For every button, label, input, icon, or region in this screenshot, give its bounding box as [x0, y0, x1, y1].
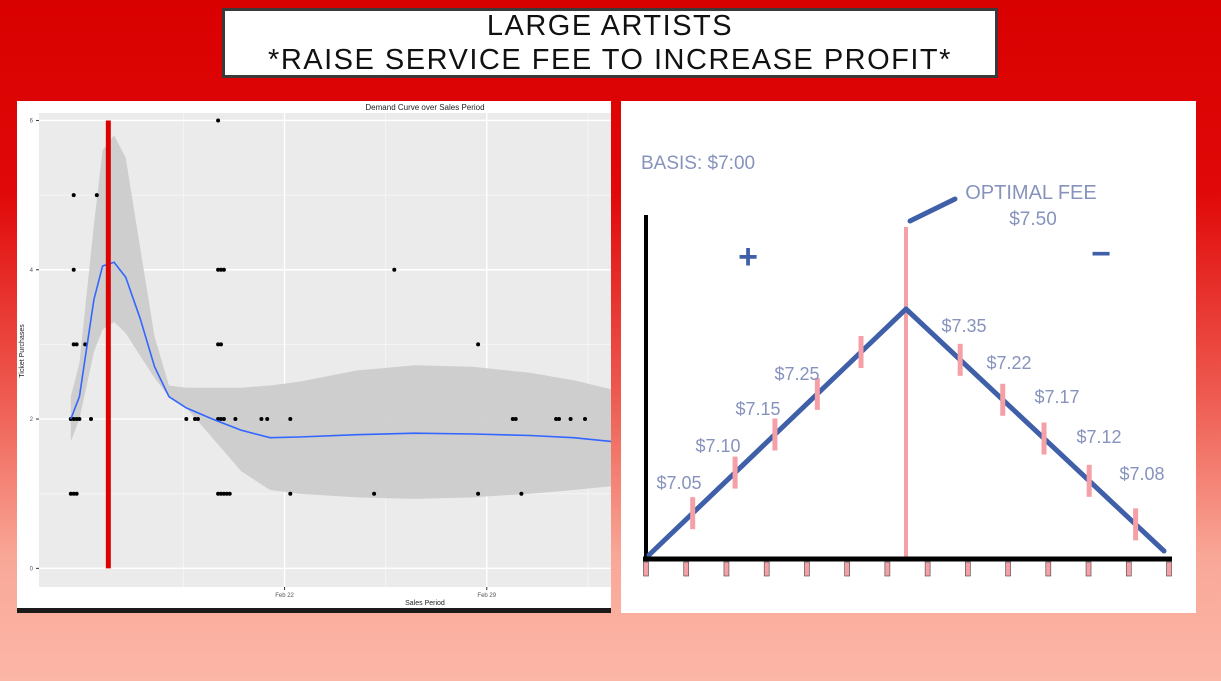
data-point [221, 491, 226, 496]
data-point [74, 417, 79, 421]
data-point [68, 491, 73, 496]
left-fee-label: $7.15 [735, 399, 780, 419]
demand-curve-chart: 0 2 4 6 Feb 22 Feb 29 Demand Curve over Sales … [17, 103, 612, 613]
data-point [219, 491, 223, 496]
bottom-tick-mark [884, 561, 891, 577]
left-fee-label: $7.10 [695, 436, 740, 456]
bottom-tick-mark [1125, 561, 1132, 577]
data-point [392, 267, 397, 272]
y-tick-label: 2 [30, 417, 34, 423]
bottom-edge-strip [17, 608, 611, 613]
data-point [74, 491, 79, 496]
data-point [568, 417, 573, 421]
plus-sign: + [738, 238, 758, 276]
y-tick-label: 4 [30, 268, 34, 274]
bottom-tick-mark [723, 561, 730, 577]
bottom-tick-mark [844, 561, 850, 577]
bottom-tick-mark [965, 561, 971, 577]
data-point [519, 491, 524, 496]
data-point [288, 417, 293, 421]
data-point [195, 417, 200, 421]
data-point [224, 491, 229, 496]
right-fee-label: $7.35 [941, 316, 986, 336]
fee-diagram-panel: $7.05 $7.10 $7.15 $7.25 $7.35 $7.22 $7.17 $7.12… [621, 101, 1196, 613]
demand-chart-panel: 0 2 4 6 Feb 22 Feb 29 Demand Curve over Sales … [17, 101, 612, 613]
fee-rising-line [646, 306, 909, 558]
optimal-fee-chart: $7.05 $7.10 $7.15 $7.25 $7.35$7.22$7.17 $7.12… [641, 153, 1172, 577]
x-axis-label: Sales Period [405, 600, 445, 607]
x-tick-label: Feb 22 [275, 593, 294, 599]
slide-title-box: LARGE ARTISTS *RAISE SERVICE FEE TO INCR… [222, 8, 998, 78]
bottom-tick-mark [763, 561, 770, 577]
fee-falling-line [903, 306, 1167, 554]
data-point [227, 491, 232, 496]
data-point [583, 417, 587, 421]
data-point [77, 417, 82, 421]
chart-title: Demand Curve over Sales Period [365, 103, 484, 112]
y-tick-label: 6 [30, 118, 34, 124]
data-point [221, 267, 226, 272]
data-point [83, 342, 88, 347]
bottom-tick-mark [1005, 561, 1011, 577]
optimal-fee-value: $7.50 [1009, 209, 1057, 230]
slide-title: LARGE ARTISTS [486, 10, 734, 42]
data-point [476, 342, 481, 347]
bottom-tick-mark [683, 561, 690, 577]
bottom-tick-mark [1166, 561, 1172, 577]
y-axis-label: Ticket Purchases [19, 324, 26, 378]
bottom-tick-mark [924, 561, 931, 577]
data-point [71, 193, 76, 198]
data-point [265, 417, 270, 421]
data-point [557, 417, 561, 421]
smooth-fit-line [70, 261, 612, 443]
data-point [71, 342, 76, 347]
data-point [219, 417, 223, 421]
data-point [216, 417, 221, 421]
bottom-tick-mark [804, 561, 810, 577]
data-point [89, 417, 93, 421]
data-point [510, 417, 515, 421]
data-point [221, 417, 226, 421]
data-point [71, 417, 76, 421]
data-point [219, 267, 223, 272]
data-point [554, 417, 559, 421]
bottom-tick-mark [1045, 561, 1052, 577]
data-point [372, 491, 377, 496]
minus-sign: − [1091, 235, 1111, 273]
bottom-tick-mark [1085, 561, 1092, 577]
data-point [184, 417, 189, 421]
data-point [476, 491, 481, 496]
optimal-fee-label: OPTIMAL FEE [965, 182, 1097, 204]
data-point [71, 267, 76, 272]
data-point [259, 417, 264, 421]
data-point [71, 491, 76, 496]
left-fee-label: $7.25 [774, 364, 819, 384]
right-fee-label: $7.08 [1119, 464, 1164, 484]
optimal-pointer-line [907, 196, 958, 224]
data-point [193, 417, 197, 421]
confidence-band [70, 135, 612, 499]
slide-subtitle: *RAISE SERVICE FEE TO INCREASE PROFIT* [268, 44, 952, 76]
bottom-tick-mark [643, 561, 649, 577]
right-fee-label: $7.12 [1076, 427, 1121, 447]
data-point [216, 342, 221, 347]
x-tick-label: Feb 29 [477, 593, 496, 599]
data-point [216, 267, 221, 272]
data-point [94, 193, 99, 198]
left-fee-label: $7.05 [656, 473, 701, 493]
data-point [219, 342, 223, 347]
plot-background [39, 113, 611, 587]
data-point [74, 342, 79, 347]
right-fee-label: $7.17 [1034, 387, 1079, 407]
data-point [233, 417, 238, 421]
basis-label: BASIS: $7:00 [641, 153, 755, 174]
data-point [216, 491, 221, 496]
data-point [288, 491, 293, 496]
data-point [513, 417, 518, 421]
data-point [216, 118, 221, 123]
y-tick-label: 0 [30, 566, 34, 572]
right-fee-label: $7.22 [986, 353, 1031, 373]
